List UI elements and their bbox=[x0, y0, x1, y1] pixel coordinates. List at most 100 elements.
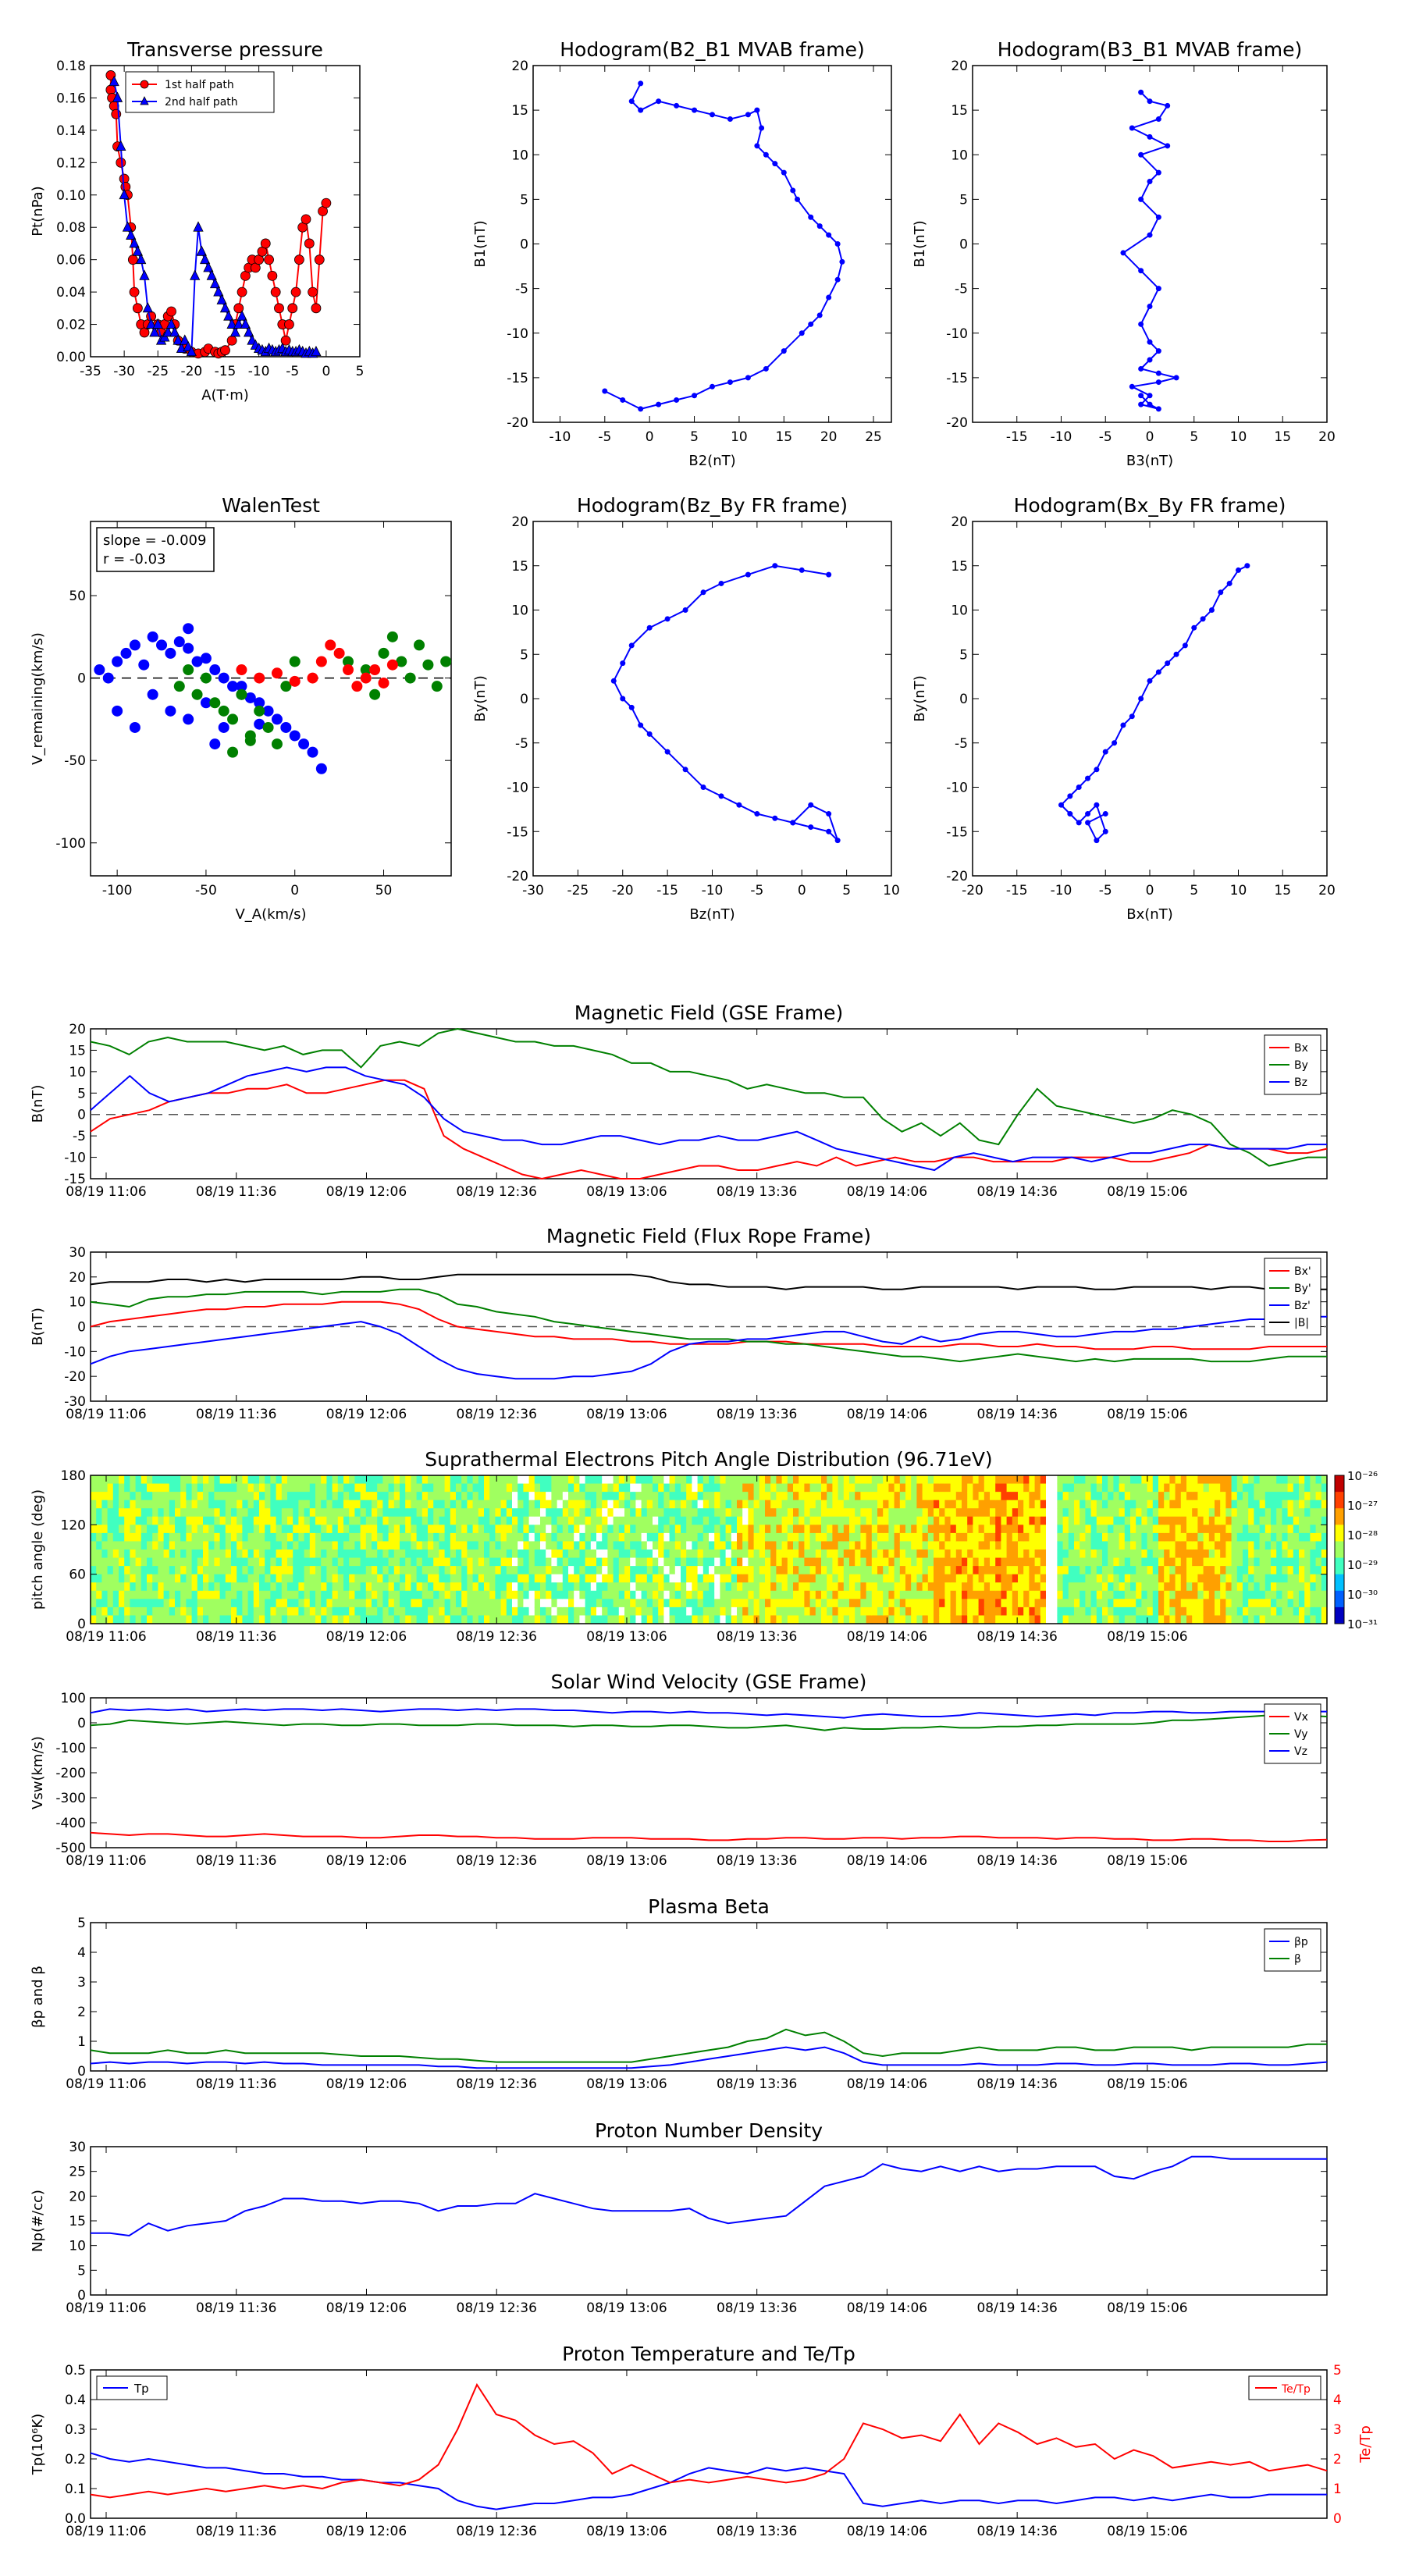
pad-cell bbox=[523, 1557, 530, 1567]
pad-cell bbox=[1074, 1557, 1080, 1567]
pad-cell bbox=[343, 1508, 350, 1517]
pad-cell bbox=[472, 1516, 479, 1525]
hodo_b2b1-point bbox=[834, 241, 841, 247]
pad-cell bbox=[444, 1541, 451, 1550]
pad-cell bbox=[326, 1599, 333, 1608]
pad-cell bbox=[702, 1590, 710, 1599]
hodo_b3b1-point bbox=[1155, 379, 1161, 386]
pad-cell bbox=[1029, 1590, 1036, 1599]
walen-point bbox=[165, 705, 176, 717]
pad-cell bbox=[1012, 1550, 1019, 1559]
pad-cell bbox=[916, 1599, 923, 1608]
pad-cell bbox=[152, 1550, 158, 1559]
pad-cell bbox=[624, 1492, 631, 1501]
pad-cell bbox=[1243, 1606, 1249, 1617]
pad-cell bbox=[1164, 1557, 1170, 1567]
pad-cell bbox=[101, 1541, 108, 1550]
pad-cell bbox=[1259, 1615, 1266, 1624]
pad-cell bbox=[270, 1532, 277, 1542]
pad-cell bbox=[663, 1599, 670, 1608]
pad-cell bbox=[1225, 1557, 1232, 1567]
pad-cell bbox=[702, 1492, 710, 1501]
pad-cell bbox=[916, 1475, 923, 1485]
pad-cell bbox=[365, 1606, 372, 1617]
pad-ytick-label: 0 bbox=[77, 1617, 86, 1632]
pad-cell bbox=[1180, 1615, 1187, 1624]
pad-cell bbox=[247, 1582, 254, 1592]
hodo_b2b1-ytick-label: 15 bbox=[511, 103, 528, 119]
pad-cell bbox=[1231, 1508, 1238, 1517]
pad-cell bbox=[315, 1550, 322, 1559]
pad-cell bbox=[237, 1566, 243, 1575]
hodo_b2b1-ytick-label: -10 bbox=[507, 326, 528, 342]
pad-cell bbox=[365, 1582, 372, 1592]
pad-cell bbox=[737, 1508, 743, 1517]
pad-cell bbox=[270, 1508, 277, 1517]
pad-cell bbox=[140, 1582, 148, 1592]
pad-cell bbox=[1231, 1475, 1238, 1485]
pad-cell bbox=[237, 1582, 243, 1592]
pad-cell bbox=[1006, 1574, 1013, 1583]
pad-cell bbox=[372, 1475, 378, 1485]
hodo_bxby-point bbox=[1076, 820, 1082, 826]
pad-cell bbox=[1186, 1599, 1193, 1608]
pad-cell bbox=[1321, 1492, 1328, 1501]
pad-cell bbox=[1186, 1582, 1193, 1592]
pad-cell bbox=[175, 1500, 181, 1509]
pad-cell bbox=[934, 1566, 940, 1575]
pad-cell bbox=[674, 1590, 681, 1599]
pad-cell bbox=[242, 1550, 249, 1559]
pad-cell bbox=[692, 1483, 699, 1493]
pad-cell bbox=[1164, 1508, 1170, 1517]
pad-cell bbox=[298, 1541, 305, 1550]
pad-cell bbox=[1046, 1590, 1052, 1599]
pad-cell bbox=[175, 1557, 181, 1567]
pad-cell bbox=[967, 1492, 973, 1501]
pad-cell bbox=[995, 1615, 1001, 1624]
pad-cell bbox=[1108, 1606, 1114, 1617]
pad-cell bbox=[237, 1541, 243, 1550]
pad-cell bbox=[1208, 1541, 1215, 1550]
pad-cell bbox=[1231, 1525, 1238, 1534]
pad-cell bbox=[973, 1516, 980, 1525]
pad-cell bbox=[540, 1566, 546, 1575]
pad-cell bbox=[304, 1500, 311, 1509]
pad-cell bbox=[1304, 1508, 1311, 1517]
pad-cell bbox=[461, 1557, 468, 1567]
pad-cell bbox=[753, 1582, 760, 1592]
pad-cell bbox=[337, 1492, 344, 1501]
pad-cell bbox=[382, 1606, 389, 1617]
pad-cell bbox=[1029, 1500, 1036, 1509]
pad-cell bbox=[1152, 1550, 1159, 1559]
hodo_b3b1-ytick-label: 5 bbox=[959, 192, 968, 208]
pad-cell bbox=[175, 1525, 181, 1534]
pad-cell bbox=[393, 1541, 400, 1550]
pad-cell bbox=[911, 1606, 917, 1617]
pad-cell bbox=[219, 1532, 226, 1542]
pad-cell bbox=[787, 1550, 794, 1559]
pad-cell bbox=[315, 1500, 322, 1509]
pad-cell bbox=[624, 1500, 631, 1509]
pad-cell bbox=[147, 1532, 153, 1542]
pad-cell bbox=[939, 1566, 945, 1575]
pad-cell bbox=[372, 1566, 378, 1575]
pad-cell bbox=[225, 1541, 232, 1550]
pad-cell bbox=[877, 1606, 884, 1617]
pad-cell bbox=[618, 1590, 625, 1599]
pad-cell bbox=[1057, 1508, 1064, 1517]
pad-cell bbox=[372, 1599, 378, 1608]
pad-cell bbox=[1287, 1582, 1294, 1592]
pad-cell bbox=[1062, 1541, 1069, 1550]
pad-cell bbox=[1259, 1574, 1266, 1583]
pad-cell bbox=[815, 1500, 822, 1509]
pad-cell bbox=[973, 1606, 980, 1617]
hodo_b3b1-point bbox=[1147, 133, 1153, 140]
pad-cell bbox=[978, 1606, 985, 1617]
pad-cell bbox=[247, 1550, 254, 1559]
pad-cell bbox=[973, 1532, 980, 1542]
pad-cell bbox=[354, 1582, 361, 1592]
pad-cell bbox=[242, 1475, 249, 1485]
pad-cell bbox=[1220, 1525, 1226, 1534]
pad-cell bbox=[1102, 1599, 1108, 1608]
pad-cell bbox=[259, 1599, 265, 1608]
